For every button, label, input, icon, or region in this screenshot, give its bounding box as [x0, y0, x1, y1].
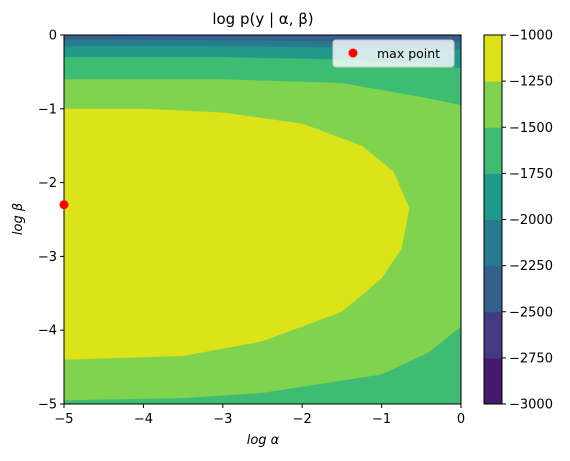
- colorbar-band: [484, 35, 502, 82]
- colorbar-band: [484, 311, 502, 359]
- colorbar-tick-label: −3000: [509, 398, 553, 413]
- x-tick-label: −5: [54, 412, 73, 427]
- colorbar-band: [484, 219, 502, 267]
- legend-box: [332, 39, 455, 68]
- contour-regions: [64, 39, 461, 404]
- x-tick-label: −3: [213, 412, 232, 427]
- chart-title: log p(y | α, β): [212, 10, 313, 28]
- x-axis-label: log α: [247, 433, 280, 448]
- colorbar-tick-label: −1500: [509, 121, 553, 136]
- legend: max point: [332, 39, 455, 68]
- colorbar-band: [484, 173, 502, 220]
- x-axis: −5 −4 −3 −2 −1 0: [54, 404, 465, 427]
- colorbar-band: [484, 357, 502, 405]
- colorbar-tick-label: −2500: [509, 305, 553, 320]
- y-tick-label: −4: [38, 324, 57, 339]
- colorbar-tick-label: −1000: [509, 29, 553, 44]
- legend-label: max point: [377, 46, 440, 61]
- colorbar-band: [484, 127, 502, 174]
- y-axis-label: log β: [11, 203, 26, 235]
- legend-marker: [348, 48, 358, 58]
- plot-area: [64, 35, 461, 404]
- max-point-layer: [59, 200, 69, 210]
- x-tick-label: −4: [134, 412, 153, 427]
- y-tick-label: 0: [49, 29, 57, 44]
- y-axis: −5 −4 −3 −2 −1 0: [38, 29, 64, 413]
- colorbar-band: [484, 81, 502, 128]
- x-tick-label: −1: [372, 412, 391, 427]
- colorbar-tick-label: −1750: [509, 167, 553, 182]
- plot-frame: [63, 34, 462, 405]
- max-point-marker: [59, 200, 69, 210]
- colorbar: [483, 34, 503, 405]
- y-tick-label: −2: [38, 176, 57, 191]
- colorbar-tick-label: −2000: [509, 213, 553, 228]
- x-tick-label: 0: [457, 412, 465, 427]
- y-tick-label: −1: [38, 102, 57, 117]
- x-tick-label: −2: [293, 412, 312, 427]
- y-tick-label: −5: [38, 398, 57, 413]
- colorbar-axis: −1000 −1250 −1500 −1750 −2000 −2250 −2500 −2750…: [502, 29, 553, 413]
- colorbar-band: [484, 265, 502, 313]
- colorbar-tick-label: −1250: [509, 75, 553, 90]
- y-tick-label: −3: [38, 250, 57, 265]
- colorbar-tick-label: −2750: [509, 351, 553, 366]
- colorbar-tick-label: −2250: [509, 259, 553, 274]
- contour-region: [64, 108, 410, 360]
